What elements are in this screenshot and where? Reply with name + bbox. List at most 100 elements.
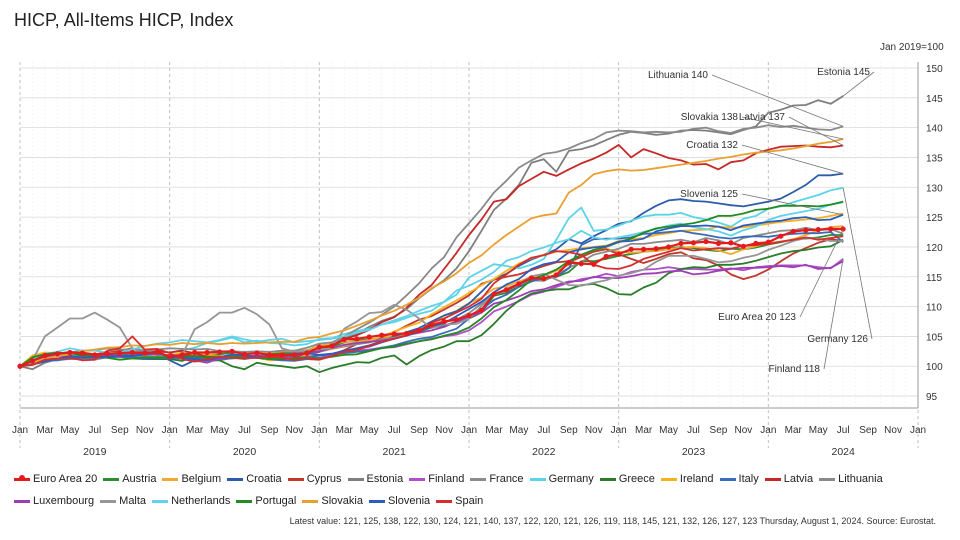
euro-area-marker [528, 275, 534, 281]
annotations: Lithuania 140 Estonia 145 Slovakia 138 Latv… [648, 67, 875, 375]
euro-area-marker [491, 291, 497, 297]
annotation-label: Slovakia 138 [681, 112, 739, 123]
unit-label: Jan 2019=100 [880, 42, 944, 53]
euro-area-marker [304, 350, 310, 356]
euro-area-marker [316, 344, 322, 350]
euro-area-marker [266, 352, 273, 358]
euro-area-marker [192, 349, 198, 356]
annotation-label: Croatia 132 [686, 140, 738, 151]
euro-area-marker [79, 350, 85, 356]
legend-swatch [14, 475, 30, 482]
x-tick-label: Jan [910, 425, 926, 436]
euro-area-marker [416, 327, 422, 334]
year-label: 2021 [382, 446, 406, 458]
legend: Euro Area 20 Austria Belgium Croatia Cyprus E… [14, 468, 944, 512]
legend-item: Belgium [162, 468, 221, 490]
euro-area-marker [653, 246, 659, 252]
legend-label: Latvia [783, 473, 814, 485]
x-tick-label: Sep [261, 425, 279, 436]
legend-label: Portugal [255, 495, 297, 507]
x-tick-label: Nov [136, 425, 154, 436]
year-label: 2020 [233, 446, 257, 458]
x-tick-label: May [60, 425, 79, 436]
euro-area-marker [803, 227, 809, 233]
annotation-label: Slovenia 125 [680, 189, 738, 200]
euro-area-marker [291, 352, 297, 358]
legend-swatch [302, 499, 319, 503]
legend-label: Germany [548, 473, 594, 485]
annotation-leader [842, 71, 875, 97]
euro-area-marker [17, 363, 23, 369]
legend-swatch [409, 477, 426, 481]
annotation-leader [823, 258, 844, 370]
euro-area-marker [553, 272, 559, 278]
euro-area-marker [828, 226, 834, 232]
y-tick-label: 110 [926, 303, 942, 314]
series-line-ireland [19, 212, 844, 367]
euro-area-marker [628, 246, 634, 252]
x-tick-label: Jan [760, 425, 776, 436]
euro-area-marker [379, 332, 385, 338]
x-tick-label: Jul [388, 425, 401, 436]
euro-area-marker [216, 349, 223, 355]
x-tick-label: Mar [785, 425, 803, 436]
annotation-leader [799, 228, 844, 318]
x-tick-label: May [360, 425, 379, 436]
euro-area-marker [54, 351, 61, 357]
legend-label: Croatia [246, 473, 282, 485]
legend-item: Portugal [236, 490, 296, 512]
x-tick-label: Nov [435, 425, 453, 436]
legend-label: Netherlands [171, 495, 231, 507]
legend-item: Greece [599, 468, 655, 490]
series-line-greece [19, 239, 844, 374]
chart-title: HICP, All-Items HICP, Index [14, 10, 234, 30]
euro-area-marker [67, 349, 73, 356]
legend-label: Greece [618, 473, 655, 485]
euro-area-marker [279, 352, 285, 358]
euro-area-marker [29, 358, 36, 364]
y-tick-label: 145 [926, 94, 943, 105]
legend-item: Croatia [227, 468, 282, 490]
euro-area-marker [204, 349, 210, 356]
legend-item: Germany [529, 468, 594, 490]
legend-item: Slovenia [368, 490, 430, 512]
legend-swatch [470, 477, 487, 481]
legend-swatch [236, 499, 253, 503]
euro-area-marker [840, 226, 846, 232]
x-tick-label: Nov [734, 425, 752, 436]
x-tick-label: Jan [611, 425, 627, 436]
euro-area-marker [566, 259, 572, 266]
euro-area-marker [179, 352, 185, 358]
euro-area-marker [42, 352, 48, 359]
euro-area-marker [254, 350, 260, 356]
legend-item: Finland [409, 468, 464, 490]
x-tick-label: Jul [837, 425, 850, 436]
x-tick-label: Jan [461, 425, 477, 436]
euro-area-marker [703, 238, 709, 245]
x-tick-label: Nov [884, 425, 902, 436]
year-label: 2023 [682, 446, 706, 458]
footnote: Latest value: 121, 125, 138, 122, 130, 1… [289, 516, 936, 526]
euro-area-marker [92, 352, 98, 358]
year-label: 2019 [83, 446, 107, 458]
x-tick-label: Jul [88, 425, 101, 436]
x-tick-label: Sep [710, 425, 728, 436]
x-tick-label: Jan [311, 425, 327, 436]
x-tick-label: Jul [537, 425, 550, 436]
series-line-portugal [19, 200, 844, 367]
x-tick-label: May [809, 425, 828, 436]
legend-item: Spain [436, 490, 483, 512]
x-tick-label: Mar [635, 425, 653, 436]
legend-item: Luxembourg [14, 490, 94, 512]
legend-swatch [529, 477, 546, 481]
euro-area-marker [428, 322, 435, 328]
y-tick-label: 125 [926, 213, 943, 224]
euro-area-marker [690, 240, 697, 246]
legend-item: Latvia [764, 468, 814, 490]
euro-area-marker [665, 244, 672, 250]
y-tick-label: 150 [926, 64, 943, 75]
legend-item: Estonia [347, 468, 403, 490]
y-tick-label: 115 [926, 273, 942, 284]
legend-label: Italy [738, 473, 759, 485]
annotation-label: Latvia 137 [739, 112, 786, 123]
